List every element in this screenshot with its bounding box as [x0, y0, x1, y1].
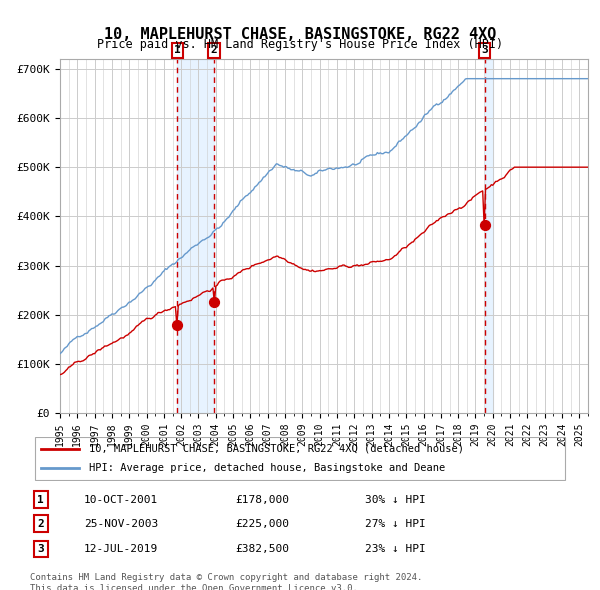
Text: 25-NOV-2003: 25-NOV-2003 — [84, 519, 158, 529]
Point — [173, 321, 182, 330]
Text: HPI: Average price, detached house, Basingstoke and Deane: HPI: Average price, detached house, Basi… — [89, 464, 446, 473]
Text: 10, MAPLEHURST CHASE, BASINGSTOKE, RG22 4XQ (detached house): 10, MAPLEHURST CHASE, BASINGSTOKE, RG22 … — [89, 444, 464, 454]
Text: 2: 2 — [211, 45, 217, 55]
Bar — [178, 59, 214, 413]
Text: £225,000: £225,000 — [235, 519, 289, 529]
Text: Contains HM Land Registry data © Crown copyright and database right 2024.
This d: Contains HM Land Registry data © Crown c… — [30, 573, 422, 590]
Text: 27% ↓ HPI: 27% ↓ HPI — [365, 519, 425, 529]
Text: 10-OCT-2001: 10-OCT-2001 — [84, 495, 158, 504]
Text: 2: 2 — [37, 519, 44, 529]
Text: Price paid vs. HM Land Registry's House Price Index (HPI): Price paid vs. HM Land Registry's House … — [97, 38, 503, 51]
Point — [209, 297, 219, 307]
Bar — [485, 59, 493, 413]
Point — [480, 220, 490, 230]
Text: 1: 1 — [174, 45, 181, 55]
Text: 23% ↓ HPI: 23% ↓ HPI — [365, 544, 425, 554]
Text: 30% ↓ HPI: 30% ↓ HPI — [365, 495, 425, 504]
Text: 3: 3 — [481, 45, 488, 55]
Text: 10, MAPLEHURST CHASE, BASINGSTOKE, RG22 4XQ: 10, MAPLEHURST CHASE, BASINGSTOKE, RG22 … — [104, 27, 496, 41]
Text: £178,000: £178,000 — [235, 495, 289, 504]
Text: 12-JUL-2019: 12-JUL-2019 — [84, 544, 158, 554]
Text: 3: 3 — [37, 544, 44, 554]
Text: £382,500: £382,500 — [235, 544, 289, 554]
Text: 1: 1 — [37, 495, 44, 504]
